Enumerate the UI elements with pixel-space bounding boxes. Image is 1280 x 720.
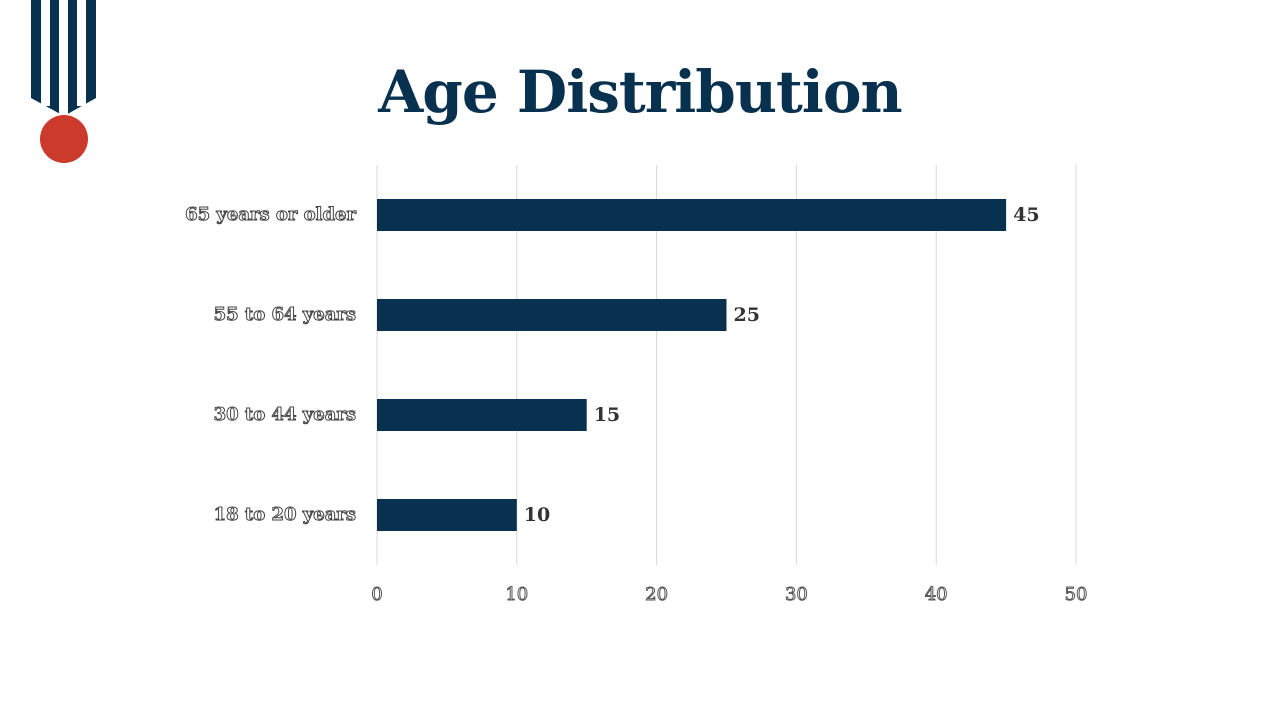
x-tick-label: 0 xyxy=(371,584,382,605)
bars xyxy=(377,199,1007,531)
category-label: 18 to 20 years xyxy=(214,504,356,525)
bar xyxy=(377,199,1007,231)
labels: 0 10 20 30 40 50 65 years or older 45 55 to 64 y… xyxy=(185,204,1088,606)
medal-circle xyxy=(40,115,88,163)
x-tick-label: 40 xyxy=(925,584,948,605)
x-tick-label: 10 xyxy=(505,584,528,605)
data-label: 15 xyxy=(594,404,620,426)
bar xyxy=(377,399,587,431)
x-tick-label: 30 xyxy=(785,584,808,605)
x-tick-label: 50 xyxy=(1065,584,1088,605)
ribbon-stripe xyxy=(59,0,68,116)
category-label: 65 years or older xyxy=(185,204,356,225)
bar xyxy=(377,299,727,331)
category-label: 55 to 64 years xyxy=(214,304,356,325)
data-label: 10 xyxy=(524,504,550,526)
ribbon-stripe xyxy=(41,0,50,106)
x-tick-label: 20 xyxy=(645,584,668,605)
chart-title: Age Distribution xyxy=(378,58,902,126)
data-label: 25 xyxy=(734,304,760,326)
medal-ribbon-decoration xyxy=(31,0,96,163)
gridlines xyxy=(376,165,1077,565)
category-label: 30 to 44 years xyxy=(214,404,356,425)
ribbon-stripe xyxy=(77,0,86,106)
bar xyxy=(377,499,517,531)
data-label: 45 xyxy=(1013,204,1039,226)
